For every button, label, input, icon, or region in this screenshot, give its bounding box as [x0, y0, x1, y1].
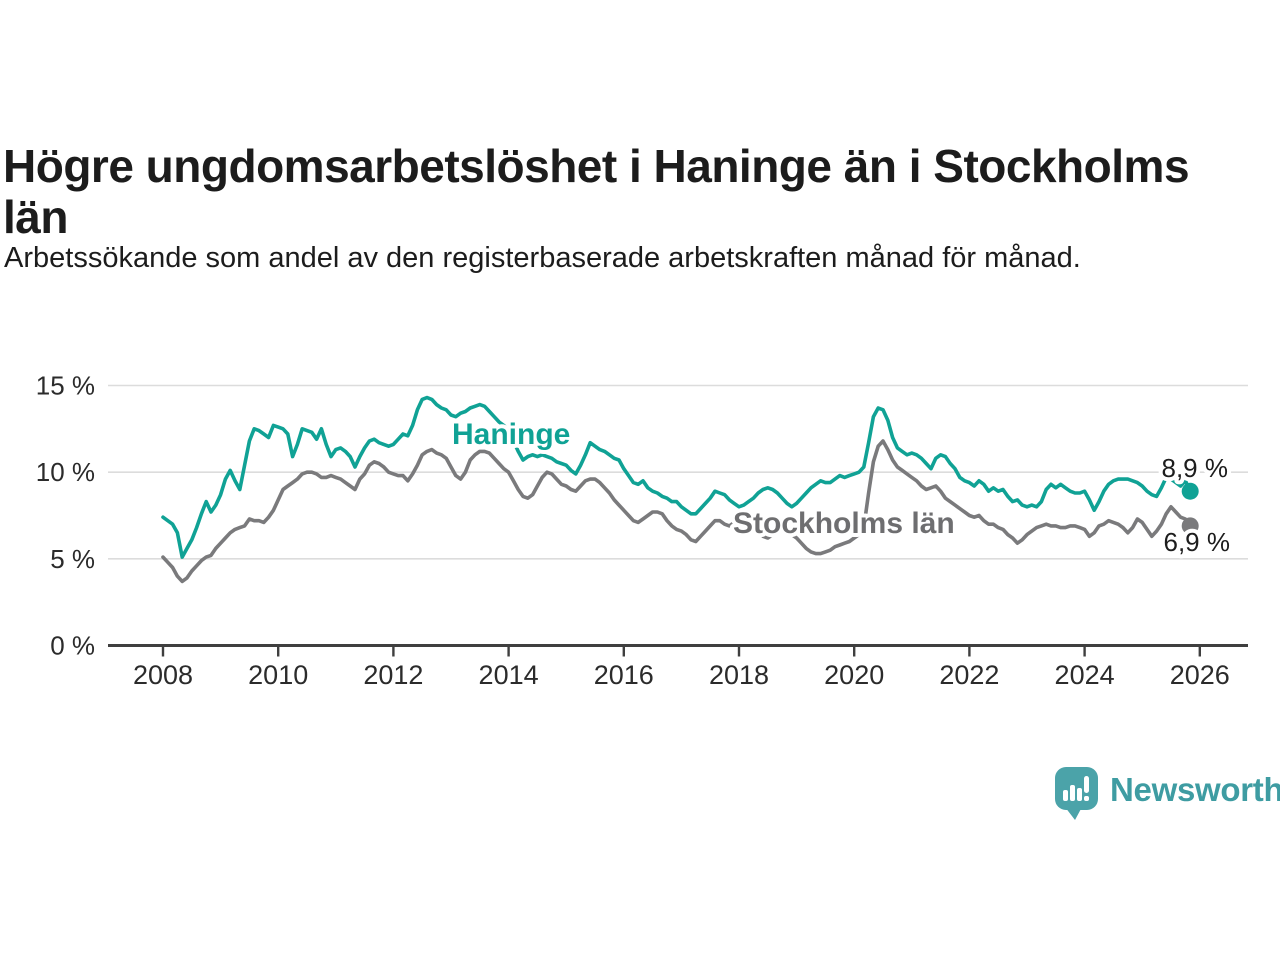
bar-chart-speech-bubble-icon [1055, 767, 1098, 820]
stockholms-l-n-series-label: Stockholms län [733, 507, 955, 540]
y-tick-label: 5 % [50, 544, 95, 574]
x-tick-label: 2026 [1170, 660, 1230, 690]
x-tick-label: 2024 [1055, 660, 1115, 690]
stockholms-l-n-end-value-label: 6,9 % [1164, 527, 1231, 557]
x-tick-label: 2016 [594, 660, 654, 690]
x-tick-label: 2012 [363, 660, 423, 690]
chart-title: Högre ungdomsarbetslöshet i Haninge än i… [3, 140, 1190, 243]
logo-icon-shape [1055, 767, 1098, 820]
y-tick-label: 10 % [36, 457, 95, 487]
haninge-series-label-halo: Haninge [452, 418, 570, 451]
y-tick-label: 15 % [36, 371, 95, 401]
newsworthy-wordmark: Newsworthy [1110, 771, 1280, 808]
x-tick-label: 2008 [133, 660, 193, 690]
x-tick-label: 2010 [248, 660, 308, 690]
chart-subtitle: Arbetssökande som andel av den registerb… [4, 242, 1081, 274]
haninge-end-dot [1181, 482, 1199, 500]
haninge-end-value-label: 8,9 % [1162, 453, 1229, 483]
y-tick-label: 0 % [50, 631, 95, 661]
x-tick-label: 2020 [824, 660, 884, 690]
stockholms-l-n-end-value-label-halo: 6,9 % [1164, 527, 1231, 557]
stockholms-l-n-line [161, 439, 1192, 584]
x-tick-label: 2018 [709, 660, 769, 690]
haninge-end-value-label-halo: 8,9 % [1162, 453, 1229, 483]
newsworthy-brand: Newsworthy [1054, 766, 1280, 822]
stockholms-l-n-end-dot [1181, 517, 1199, 535]
stockholms-l-n-series-label-halo: Stockholms län [733, 507, 955, 540]
haninge-line [161, 395, 1192, 559]
x-tick-label: 2014 [479, 660, 539, 690]
haninge-series-label: Haninge [452, 418, 570, 451]
x-tick-label: 2022 [939, 660, 999, 690]
